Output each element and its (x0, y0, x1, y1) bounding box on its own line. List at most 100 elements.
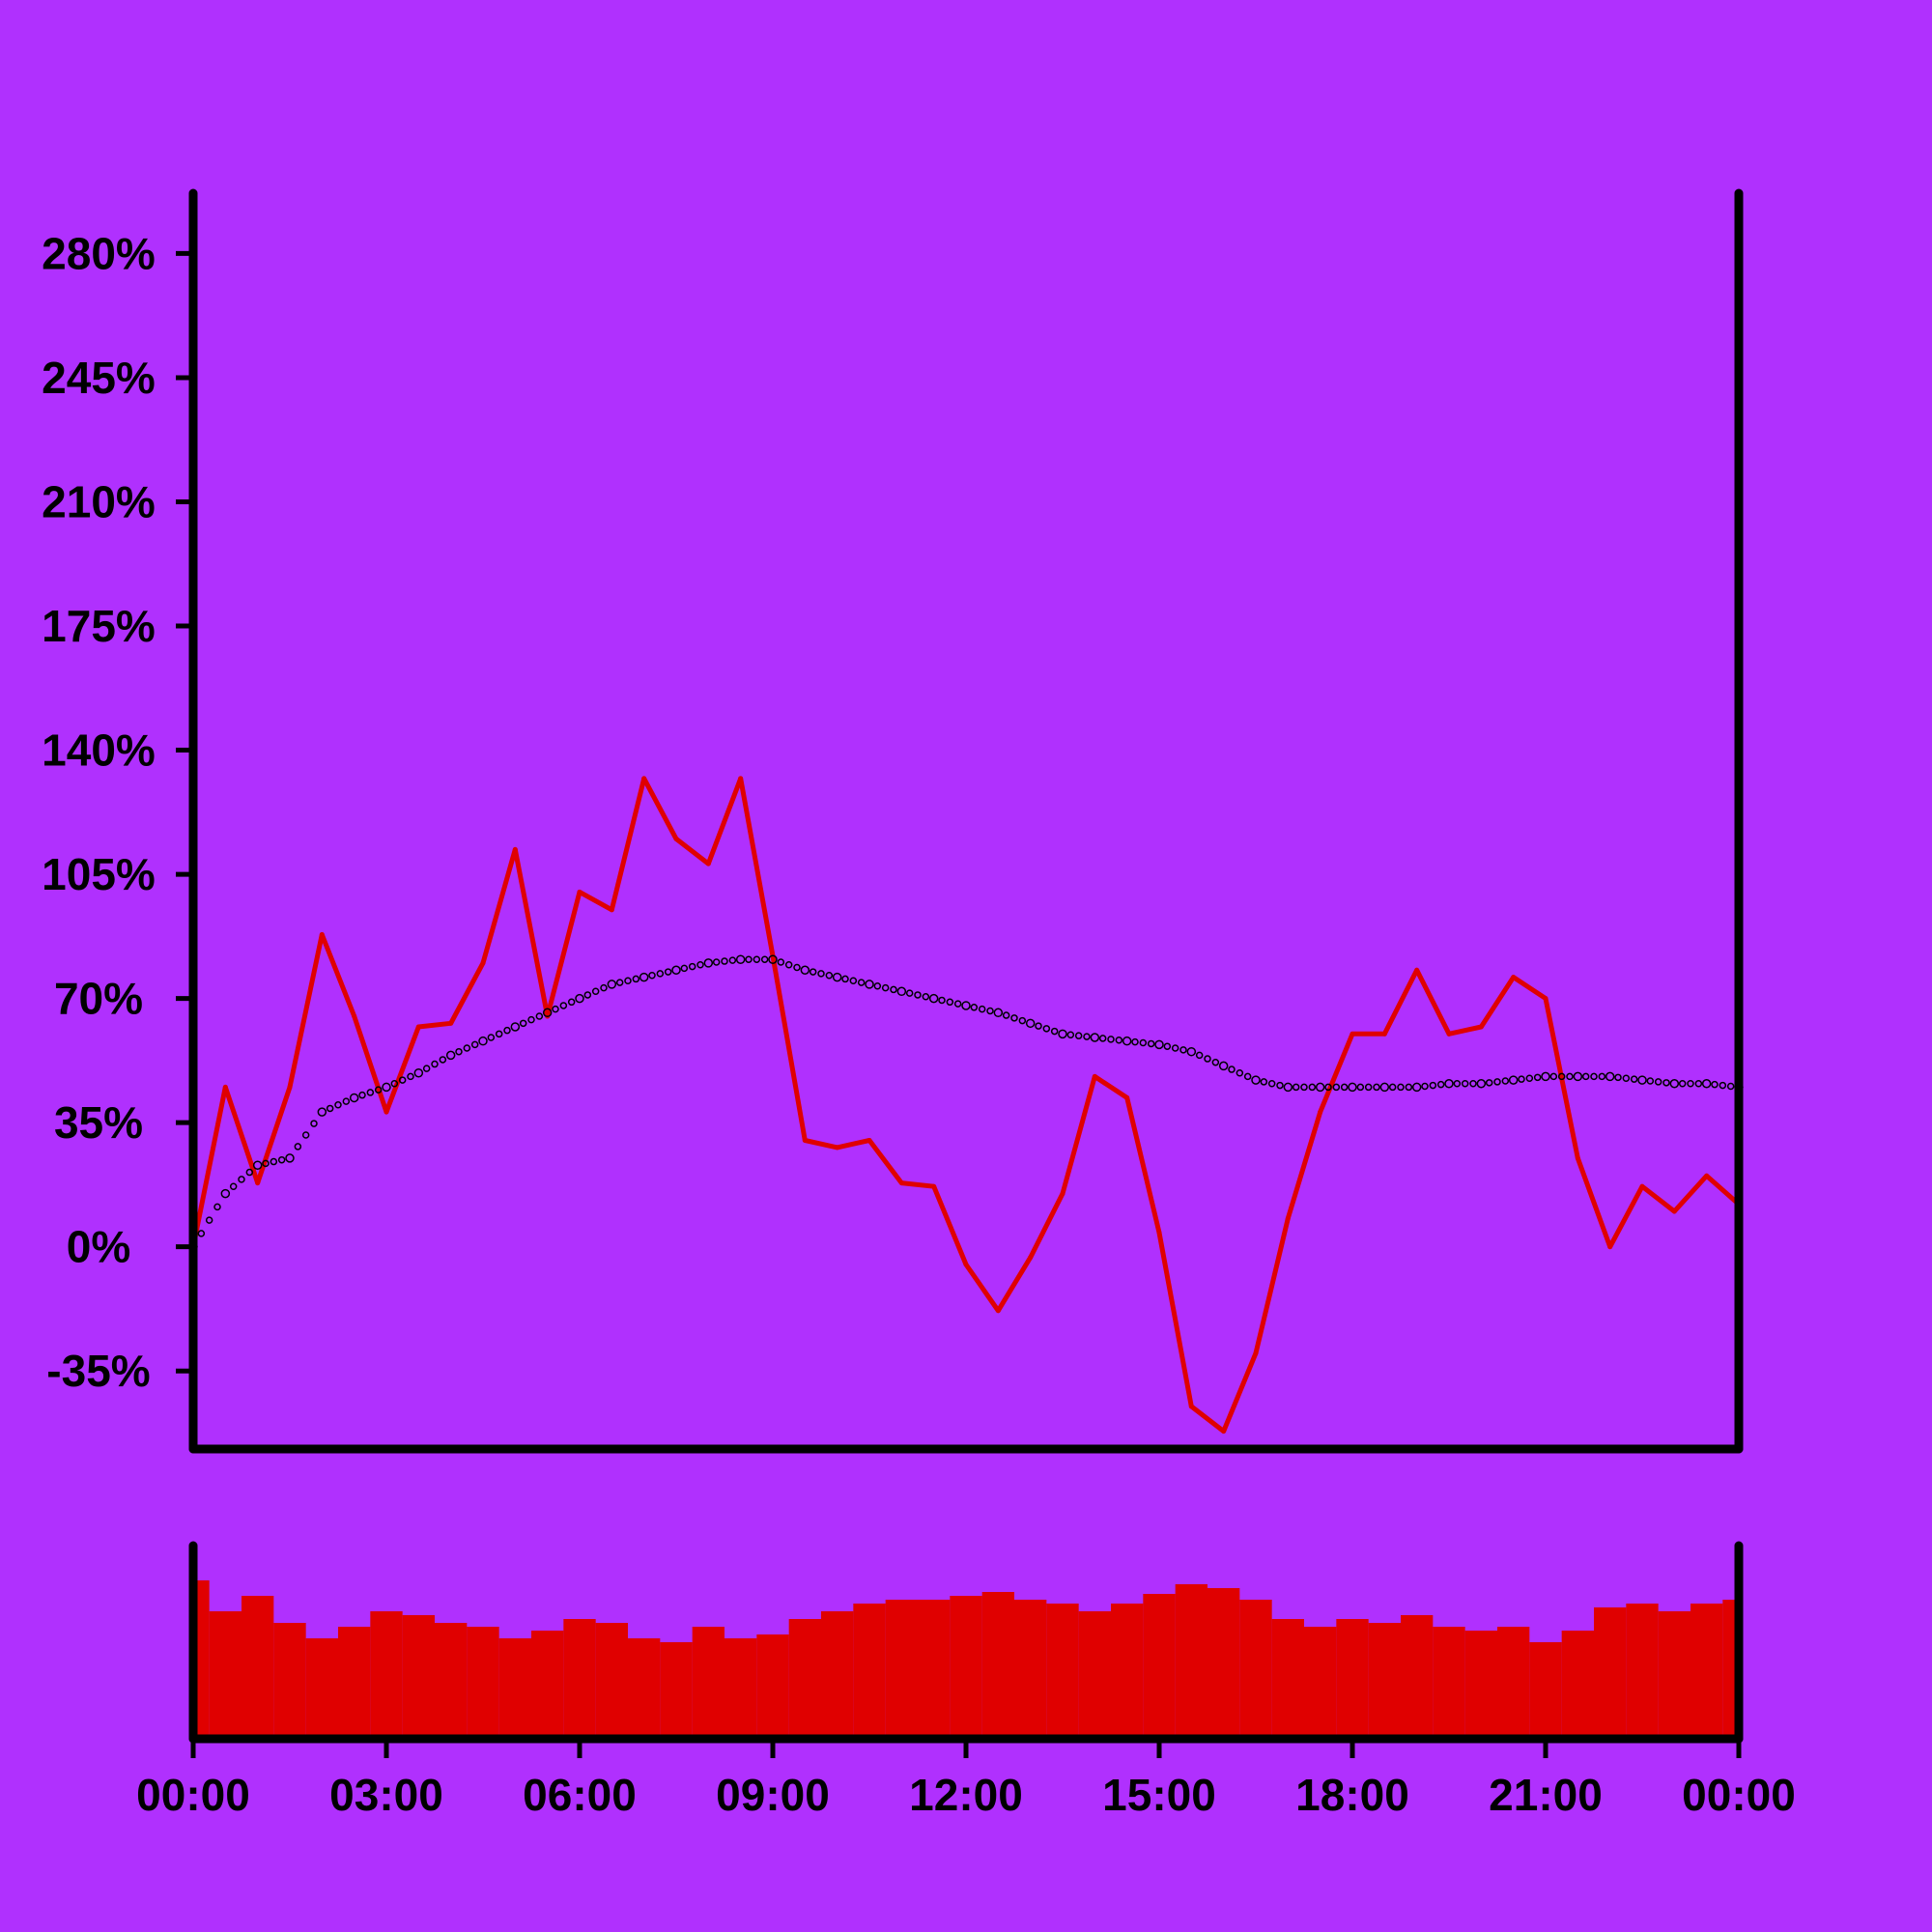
price-point (1639, 1183, 1645, 1189)
price-point (255, 1180, 261, 1186)
ma-point (1405, 1083, 1413, 1092)
ma-point (1171, 1044, 1179, 1052)
price-point (319, 932, 325, 938)
price-point (577, 889, 582, 895)
ma-point (1107, 1036, 1115, 1043)
price-point (512, 846, 518, 852)
price-panel: -35% 0% 35% 70% 105% 140% 175% 210% 245% 280% (42, 188, 1744, 1454)
ma-point (928, 993, 939, 1004)
ma-point (213, 1203, 221, 1211)
volume-bar (1239, 1600, 1272, 1739)
ma-point (656, 970, 665, 978)
ma-point (721, 957, 728, 965)
volume-bar (531, 1631, 564, 1739)
ma-point (793, 963, 801, 972)
volume-bar (467, 1627, 499, 1739)
ma-point (542, 1008, 553, 1018)
ma-point (1090, 1033, 1100, 1042)
ma-point (632, 975, 640, 983)
ma-point (1066, 1031, 1075, 1039)
ma-point (1614, 1073, 1622, 1082)
price-point (1607, 1244, 1613, 1250)
y-tick-label: -35% (46, 1346, 150, 1396)
ma-point (993, 1008, 1004, 1018)
ma-point (832, 972, 842, 982)
volume-bar (981, 1592, 1014, 1739)
ma-point (374, 1086, 383, 1094)
ma-point (262, 1159, 270, 1168)
ma-point (463, 1044, 471, 1052)
ma-point (784, 960, 793, 969)
ma-point (294, 1143, 302, 1151)
ma-point (567, 998, 576, 1007)
ma-point (896, 986, 907, 997)
volume-bar (1111, 1604, 1144, 1739)
volume-bar (563, 1619, 596, 1739)
ma-point (1573, 1071, 1583, 1082)
volume-bar (370, 1611, 403, 1739)
ma-point (1276, 1081, 1284, 1090)
ma-point (1411, 1082, 1422, 1093)
volume-bar (692, 1627, 724, 1739)
volume-bar (435, 1623, 468, 1739)
ma-point (197, 1230, 206, 1237)
volume-bar (660, 1642, 693, 1739)
price-point (415, 1024, 421, 1030)
price-point (1253, 1350, 1259, 1356)
x-tick-label: 00:00 (136, 1770, 250, 1820)
ma-point (366, 1089, 375, 1096)
price-point (673, 836, 679, 841)
volume-bar (1368, 1623, 1401, 1739)
ma-point (431, 1060, 439, 1068)
ma-point (914, 991, 922, 999)
ma-point (445, 1050, 456, 1061)
volume-bar (1626, 1604, 1659, 1739)
y-tick-label: 245% (42, 353, 156, 403)
volume-bar (1046, 1604, 1079, 1739)
volume-bar (1271, 1619, 1304, 1739)
ma-point (615, 979, 624, 986)
volume-bar (1014, 1600, 1047, 1739)
ma-point (1726, 1082, 1735, 1091)
price-point (1028, 1255, 1034, 1261)
ma-point (1637, 1075, 1647, 1085)
ma-point (607, 980, 617, 989)
price-point (802, 1138, 808, 1144)
ma-point (349, 1093, 359, 1103)
volume-bar (788, 1619, 821, 1739)
ma-point (1525, 1074, 1534, 1082)
ma-point (1050, 1027, 1059, 1036)
ma-point (277, 1155, 286, 1164)
ma-point (1204, 1055, 1211, 1063)
ma-point (1476, 1079, 1487, 1089)
ma-point (1251, 1075, 1261, 1085)
price-point (1575, 1155, 1580, 1161)
ma-point (1388, 1083, 1397, 1092)
ma-point (559, 1002, 568, 1009)
volume-bar (724, 1638, 757, 1739)
price-point (931, 1183, 937, 1189)
ma-point (1598, 1072, 1606, 1081)
price-point (384, 1109, 389, 1115)
ma-point (1701, 1079, 1712, 1089)
y-tick-label: 70% (54, 974, 143, 1024)
ma-point (238, 1176, 245, 1183)
ma-point (728, 956, 737, 964)
ma-point (890, 985, 897, 994)
ma-point (270, 1157, 278, 1166)
ma-point (229, 1182, 238, 1190)
ma-point (575, 993, 584, 1004)
ma-point (519, 1019, 527, 1028)
price-point (1124, 1094, 1130, 1100)
ma-point (1283, 1082, 1293, 1093)
ma-point (865, 980, 874, 989)
volume-bar (918, 1600, 951, 1739)
ma-point (703, 958, 714, 968)
volume-bar (950, 1596, 982, 1739)
ma-point (639, 972, 649, 982)
ma-point (358, 1091, 366, 1099)
volume-bar (821, 1611, 854, 1739)
ma-point (1292, 1083, 1300, 1092)
ma-point (800, 965, 810, 975)
volume-bar (1336, 1619, 1369, 1739)
